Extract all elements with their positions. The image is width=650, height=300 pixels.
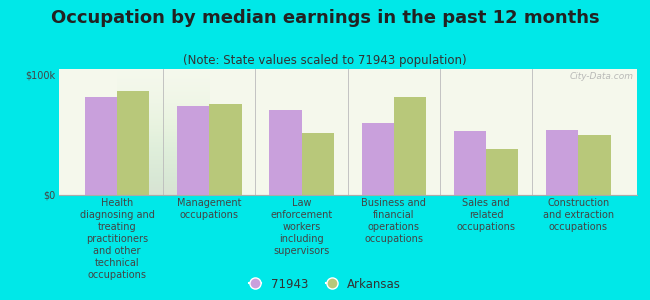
Bar [177,106,209,195]
Bar [361,123,394,195]
Text: (Note: State values scaled to 71943 population): (Note: State values scaled to 71943 popu… [183,54,467,67]
Bar [84,97,117,195]
Bar [269,110,302,195]
Bar [546,130,578,195]
Bar [302,133,334,195]
Bar [578,135,611,195]
Legend: 71943, Arkansas: 71943, Arkansas [249,278,401,291]
Bar [117,91,150,195]
Bar [394,97,426,195]
Bar [454,131,486,195]
Bar [209,104,242,195]
Bar [486,149,519,195]
Text: City-Data.com: City-Data.com [570,71,634,80]
Text: Occupation by median earnings in the past 12 months: Occupation by median earnings in the pas… [51,9,599,27]
